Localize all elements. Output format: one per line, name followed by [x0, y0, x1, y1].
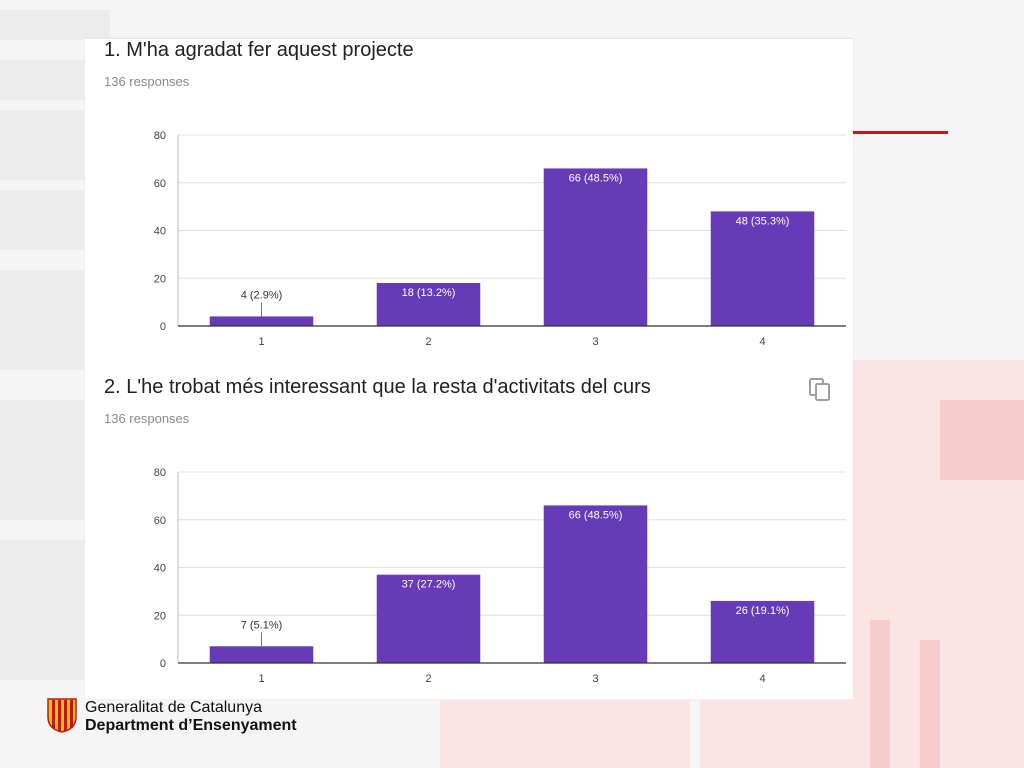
- y-tick-label: 0: [160, 658, 166, 670]
- x-tick-label: 2: [425, 336, 431, 348]
- bar[interactable]: [376, 283, 481, 326]
- data-label: 26 (19.1%): [736, 605, 790, 617]
- response-count: 136 responses: [104, 74, 190, 89]
- x-tick-label: 4: [759, 673, 765, 685]
- bar[interactable]: [710, 211, 815, 326]
- y-tick-label: 20: [154, 273, 166, 285]
- bar[interactable]: [543, 168, 648, 326]
- x-tick-label: 1: [258, 673, 264, 685]
- x-tick-label: 3: [592, 673, 598, 685]
- y-tick-label: 60: [154, 178, 166, 190]
- org-name: Generalitat de Catalunya: [85, 699, 262, 716]
- x-tick-label: 3: [592, 336, 598, 348]
- data-label: 4 (2.9%): [241, 289, 283, 301]
- data-label: 37 (27.2%): [402, 579, 456, 591]
- bar-chart-question-1: 0 20 40 60 80 4 (2.9%) 1 18 (13.2%) 2 66 (48.5%) 3…: [154, 130, 846, 348]
- response-count: 136 responses: [104, 411, 190, 426]
- data-label: 66 (48.5%): [569, 509, 623, 521]
- y-tick-label: 80: [154, 467, 166, 479]
- y-tick-label: 40: [154, 563, 166, 575]
- y-tick-label: 0: [160, 321, 166, 333]
- organization-name: Generalitat de Catalunya Department d’En…: [85, 699, 297, 735]
- y-tick-label: 80: [154, 130, 166, 142]
- x-tick-label: 2: [425, 673, 431, 685]
- generalitat-logo-icon: [47, 698, 77, 733]
- question-2: 2. L'he trobat més interessant que la re…: [85, 376, 853, 706]
- accent-line: [853, 131, 948, 134]
- y-tick-label: 40: [154, 226, 166, 238]
- y-tick-label: 60: [154, 515, 166, 527]
- question-title: 1. M'ha agradat fer aquest projecte: [104, 39, 414, 61]
- form-summary-card: 1. M'ha agradat fer aquest projecte 136 …: [85, 38, 853, 699]
- department-name: Department d’Ensenyament: [85, 717, 297, 734]
- bar[interactable]: [209, 646, 314, 663]
- bar[interactable]: [376, 574, 481, 663]
- data-label: 7 (5.1%): [241, 619, 283, 631]
- data-label: 18 (13.2%): [402, 287, 456, 299]
- bar[interactable]: [710, 600, 815, 663]
- data-label: 48 (35.3%): [736, 215, 790, 227]
- data-label: 66 (48.5%): [569, 172, 623, 184]
- question-title: 2. L'he trobat més interessant que la re…: [104, 376, 651, 398]
- bar-chart-question-2: 0 20 40 60 80 7 (5.1%) 1 37 (27.2%) 2 66 (48.5%) 3…: [154, 467, 846, 685]
- copy-icon[interactable]: [809, 378, 831, 402]
- x-tick-label: 4: [759, 336, 765, 348]
- bar[interactable]: [209, 316, 314, 326]
- x-tick-label: 1: [258, 336, 264, 348]
- question-1: 1. M'ha agradat fer aquest projecte 136 …: [85, 39, 853, 369]
- bar[interactable]: [543, 505, 648, 663]
- y-tick-label: 20: [154, 610, 166, 622]
